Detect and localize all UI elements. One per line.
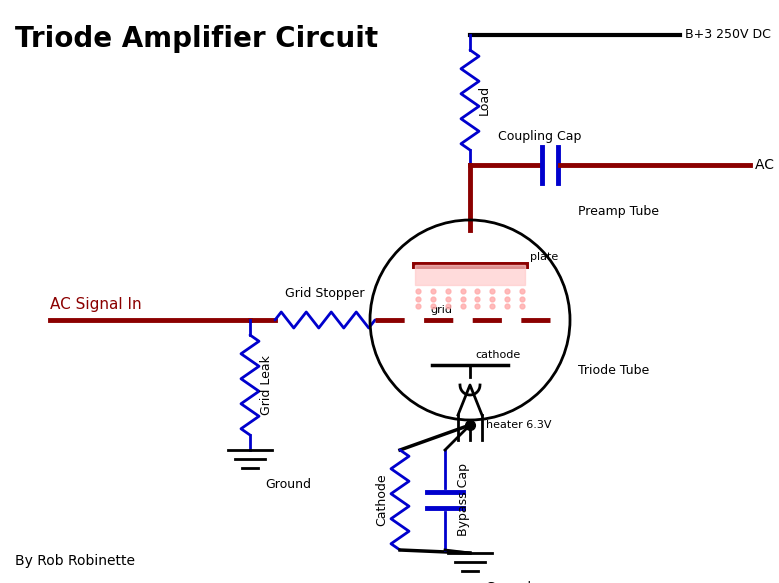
Text: Cathode: Cathode — [375, 473, 388, 526]
Text: Load: Load — [478, 85, 491, 115]
Text: AC Signal In: AC Signal In — [50, 297, 142, 312]
Text: By Rob Robinette: By Rob Robinette — [15, 554, 135, 568]
Text: Preamp Tube: Preamp Tube — [578, 205, 659, 218]
Text: Grid Stopper: Grid Stopper — [285, 287, 365, 300]
Text: grid: grid — [430, 305, 452, 315]
Text: AC Signal Out: AC Signal Out — [755, 158, 779, 172]
Text: cathode: cathode — [475, 350, 520, 360]
Text: Triode Amplifier Circuit: Triode Amplifier Circuit — [15, 25, 378, 53]
Text: heater 6.3V: heater 6.3V — [486, 420, 552, 430]
Bar — [415, 265, 525, 285]
Text: B+3 250V DC: B+3 250V DC — [685, 29, 771, 41]
Text: Grid Leak: Grid Leak — [260, 355, 273, 415]
Text: Ground: Ground — [485, 581, 531, 583]
Text: Coupling Cap: Coupling Cap — [499, 130, 582, 143]
Text: Bypass Cap: Bypass Cap — [457, 463, 470, 536]
Text: plate: plate — [530, 252, 559, 262]
Text: Triode Tube: Triode Tube — [578, 363, 649, 377]
Text: Ground: Ground — [265, 478, 311, 491]
